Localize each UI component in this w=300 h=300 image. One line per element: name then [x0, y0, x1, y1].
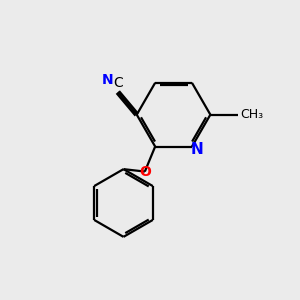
Text: CH₃: CH₃ — [240, 108, 263, 121]
Text: N: N — [102, 73, 113, 87]
Text: O: O — [139, 165, 151, 178]
Text: C: C — [113, 76, 123, 90]
Text: N: N — [191, 142, 204, 157]
